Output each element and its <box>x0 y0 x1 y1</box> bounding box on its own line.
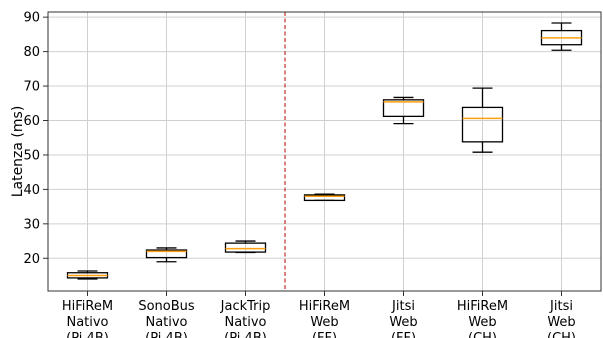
iqr-box <box>461 106 504 143</box>
y-tick-label: 20 <box>23 252 40 267</box>
box-series-2 <box>145 247 188 263</box>
iqr-box <box>145 249 188 259</box>
y-tick-label: 30 <box>23 217 40 232</box>
box-series-5 <box>382 96 425 125</box>
box-series-1 <box>66 270 109 280</box>
box-series-7 <box>540 22 583 51</box>
y-axis-label: Latenza (ms) <box>10 106 26 198</box>
y-tick-label: 40 <box>23 183 40 198</box>
iqr-box <box>224 242 267 253</box>
iqr-box <box>382 99 425 118</box>
box-layer <box>66 22 583 280</box>
grid-layer <box>48 12 601 291</box>
box-series-3 <box>224 240 267 254</box>
box-series-4 <box>303 193 346 202</box>
y-tick-label: 80 <box>23 45 40 60</box>
y-tick-label: 90 <box>23 11 40 26</box>
y-tick-label: 60 <box>23 114 40 129</box>
y-axis-ticks: 20 30 40 50 60 70 80 90 <box>23 11 48 267</box>
y-tick-label: 50 <box>23 148 40 163</box>
y-tick-label: 70 <box>23 80 40 95</box>
iqr-box <box>303 194 346 202</box>
box-series-6 <box>461 87 504 153</box>
